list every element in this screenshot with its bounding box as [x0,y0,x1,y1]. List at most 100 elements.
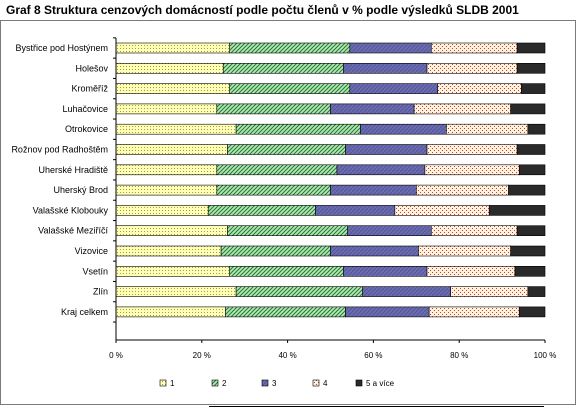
category-label: Holešov [75,63,108,73]
bar-segment-series-5 [514,265,546,277]
bar-segment-series-2 [225,306,346,318]
bar-segment-series-2 [220,245,331,257]
bar-segment-series-5 [508,184,546,196]
legend-label: 5 a více [366,379,395,388]
bar-segment-series-1 [115,103,218,115]
bar-segment-series-1 [115,184,218,196]
bar-segment-series-2 [227,225,348,236]
bar-segment-series-1 [115,164,218,176]
legend-swatch-series-3 [261,379,269,387]
bar-segment-series-4 [415,184,509,196]
bar-segment-series-5 [488,205,546,216]
bar-segment-series-2 [229,83,351,94]
bar-segment-series-4 [450,286,529,297]
bar-segment-series-3 [330,103,415,115]
bar-segment-series-3 [349,83,439,94]
bar-segment-series-2 [229,265,344,277]
bar-segment-series-1 [115,123,237,135]
x-tick-label: 0 % [109,351,123,360]
bar-segment-series-1 [115,42,230,54]
legend: 1 2 3 4 5 a více [159,379,395,388]
category-label: Luhačovice [62,104,108,114]
bar-segment-series-2 [216,184,331,196]
category-label: Vizovice [75,246,108,256]
bar-segment-series-4 [426,265,516,277]
bar-segment-series-3 [347,225,432,236]
bar-segment-series-5 [527,123,546,135]
bar-segment-series-4 [424,164,520,176]
bar-segment-series-1 [115,225,228,236]
bar-segment-series-4 [413,103,511,115]
x-tick-label: 20 % [193,351,211,360]
bar-segment-series-5 [516,225,546,236]
legend-label: 2 [222,379,227,388]
bar-segment-series-4 [394,205,490,216]
category-label: Rožnov pod Radhoštěm [11,145,108,155]
bar-segment-series-5 [521,83,546,94]
bar-segment-series-2 [216,103,331,115]
bar-segment-series-5 [516,62,546,74]
bar-segment-series-5 [510,245,546,257]
chart-title: Graf 8 Struktura cenzových domácností po… [6,3,519,17]
bar-segment-series-4 [431,42,518,54]
x-tick-label: 80 % [450,351,468,360]
bars-group [115,42,546,318]
category-label: Kraj celkem [61,307,108,317]
bar-segment-series-4 [437,83,522,94]
bar-segment-series-5 [516,42,546,54]
bar-segment-series-3 [343,62,428,74]
legend-label: 3 [272,379,277,388]
bar-segment-series-5 [510,103,546,115]
bar-segment-series-3 [330,245,419,257]
bar-segment-series-4 [418,245,511,257]
bar-segment-series-4 [428,306,520,318]
category-label: Valašské Meziříčí [38,226,108,236]
chart-frame [0,20,576,405]
category-labels: Bystřice pod Hostýnem Holešov Kroměříž Luha… [11,43,108,317]
bar-segment-series-2 [235,286,363,297]
legend-swatch-series-4 [312,379,320,387]
legend-swatch-series-5 [355,379,363,387]
bar-segment-series-2 [227,144,346,155]
bar-segment-series-3 [345,306,430,318]
bar-segment-series-1 [115,245,222,257]
bar-segment-series-5 [527,286,546,297]
category-label: Vsetín [82,266,108,276]
category-label: Uherský Brod [53,185,108,195]
category-label: Valašské Klobouky [33,205,109,215]
bar-segment-series-3 [336,164,426,176]
bar-segment-series-4 [446,123,529,135]
category-label: Kroměříž [71,84,108,94]
x-axis: 0 % 20 % 40 % 60 % 80 % 100 % [109,37,557,360]
bar-segment-series-2 [216,164,338,176]
bar-segment-series-3 [343,265,428,277]
bar-segment-series-2 [229,42,351,54]
bar-segment-series-3 [362,286,451,297]
bar-segment-series-5 [518,164,546,176]
bar-segment-series-1 [115,265,230,277]
bar-segment-series-3 [330,184,417,196]
bar-segment-series-1 [115,286,237,297]
bar-segment-series-1 [115,306,226,318]
bar-segment-series-2 [235,123,361,135]
bar-segment-series-5 [516,144,546,155]
legend-swatch-series-1 [159,379,167,387]
x-tick-label: 100 % [534,351,557,360]
category-label: Uherské Hradiště [38,165,108,175]
x-tick-label: 40 % [278,351,296,360]
bar-segment-series-2 [207,205,316,216]
legend-label: 4 [323,379,328,388]
category-label: Otrokovice [65,124,108,134]
bottom-rule [209,406,544,407]
bar-segment-series-3 [345,144,428,155]
bar-segment-series-4 [426,144,518,155]
legend-label: 1 [170,379,175,388]
bar-segment-series-4 [431,225,518,236]
bar-segment-series-3 [349,42,432,54]
bar-segment-series-4 [426,62,518,74]
bar-segment-series-3 [360,123,447,135]
bar-segment-series-2 [222,62,344,74]
category-label: Zlín [93,287,108,297]
bar-segment-series-1 [115,205,209,216]
